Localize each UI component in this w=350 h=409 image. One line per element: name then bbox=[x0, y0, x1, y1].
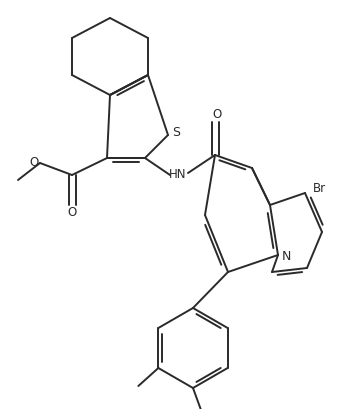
Text: HN: HN bbox=[169, 169, 187, 182]
Text: O: O bbox=[29, 155, 38, 169]
Text: Br: Br bbox=[313, 182, 326, 195]
Text: S: S bbox=[172, 126, 180, 139]
Text: N: N bbox=[281, 250, 291, 263]
Text: O: O bbox=[212, 108, 222, 121]
Text: O: O bbox=[67, 205, 77, 218]
